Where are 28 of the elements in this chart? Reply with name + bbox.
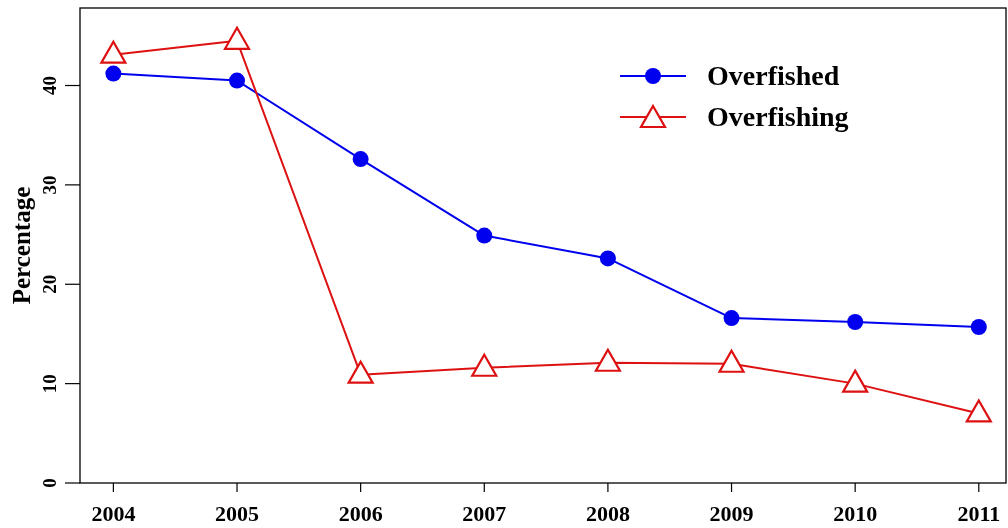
point	[842, 369, 869, 393]
point	[476, 227, 493, 244]
legend-label: Overfished	[707, 60, 840, 91]
point	[105, 65, 122, 82]
point	[229, 72, 246, 89]
x-tick-label: 2005	[215, 501, 260, 526]
x-tick-label: 2007	[462, 501, 507, 526]
x-tick-label: 2009	[709, 501, 754, 526]
point	[471, 353, 498, 377]
legend-label: Overfishing	[707, 101, 849, 132]
x-tick-label: 2011	[957, 501, 1001, 526]
point	[970, 318, 987, 335]
x-tick-label: 2008	[585, 501, 630, 526]
y-tick-label: 30	[39, 175, 60, 195]
point	[594, 348, 622, 372]
point	[347, 360, 374, 384]
x-tick-label: 2010	[833, 501, 878, 526]
point	[599, 250, 616, 267]
y-tick-label: 40	[39, 76, 60, 96]
y-tick-label: 0	[39, 478, 60, 488]
y-tick-label: 20	[39, 274, 60, 294]
y-axis-title: Percentage	[8, 186, 35, 305]
point	[718, 349, 745, 373]
x-tick-label: 2004	[91, 501, 136, 526]
point	[965, 399, 992, 423]
point	[352, 151, 369, 168]
x-tick-label: 2006	[338, 501, 383, 526]
y-tick-label: 10	[39, 374, 60, 394]
